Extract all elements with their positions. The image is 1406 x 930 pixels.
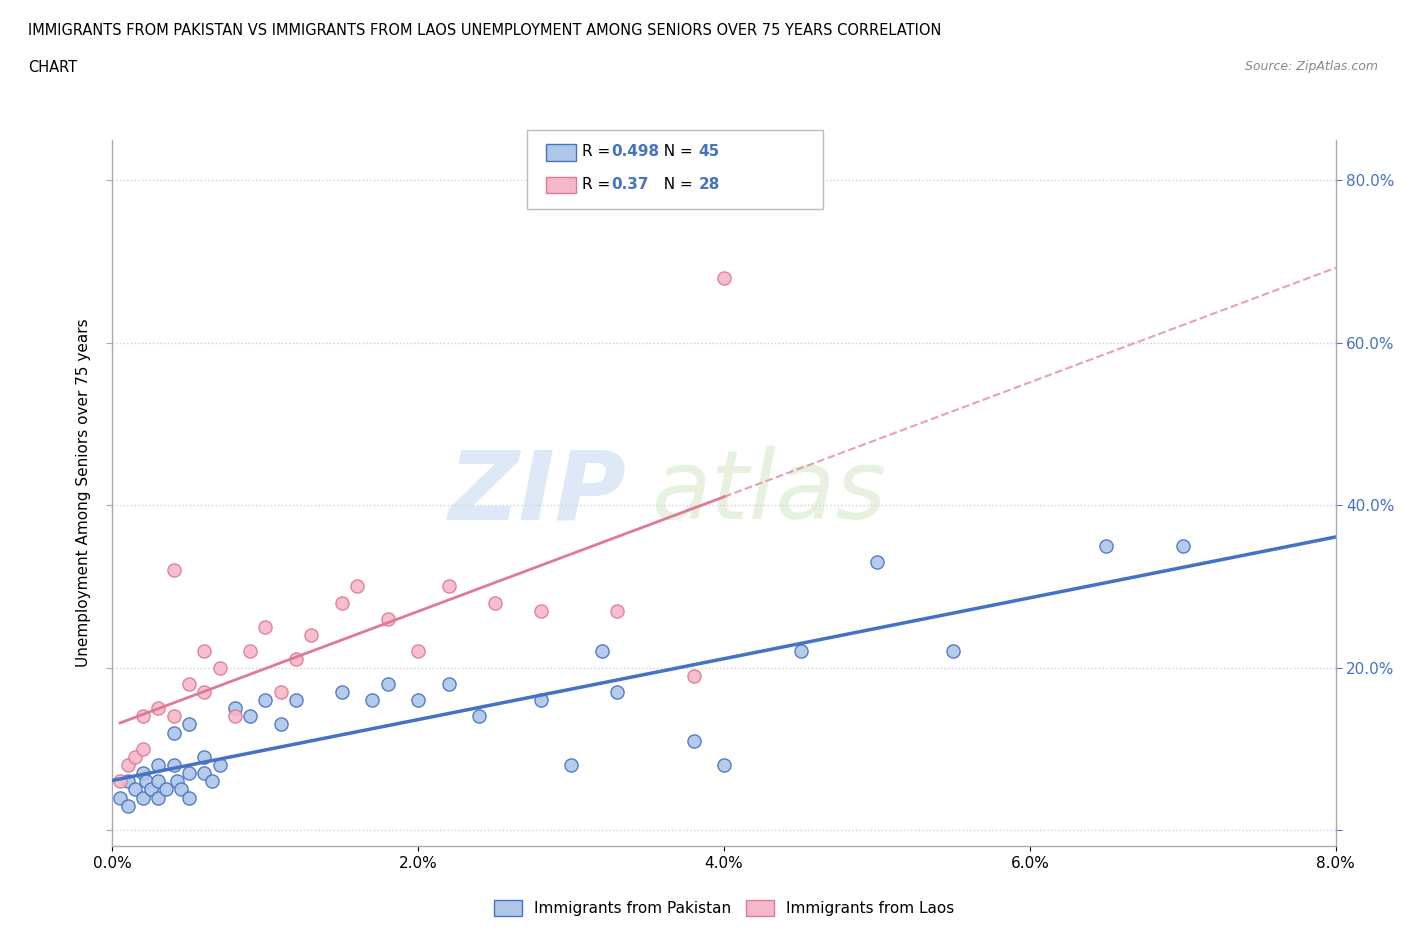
Point bbox=[117, 758, 139, 773]
Point bbox=[713, 758, 735, 773]
Point bbox=[239, 644, 262, 658]
Text: atlas: atlas bbox=[651, 446, 886, 539]
Text: 0.37: 0.37 bbox=[612, 177, 650, 192]
Point bbox=[866, 554, 889, 569]
Text: Source: ZipAtlas.com: Source: ZipAtlas.com bbox=[1244, 60, 1378, 73]
Text: R =: R = bbox=[582, 177, 616, 192]
Point bbox=[193, 765, 215, 780]
Point bbox=[284, 693, 308, 708]
Point bbox=[193, 684, 215, 699]
Point bbox=[484, 595, 506, 610]
Point bbox=[124, 750, 146, 764]
Point bbox=[377, 676, 399, 691]
Point bbox=[408, 644, 430, 658]
Point bbox=[132, 741, 155, 756]
Point bbox=[148, 700, 170, 715]
Point bbox=[155, 782, 177, 797]
Point bbox=[163, 563, 186, 578]
Point bbox=[560, 758, 582, 773]
Point bbox=[682, 669, 704, 684]
Text: CHART: CHART bbox=[28, 60, 77, 75]
Point bbox=[177, 676, 200, 691]
Point bbox=[682, 733, 704, 748]
Point bbox=[361, 693, 384, 708]
Point bbox=[437, 676, 460, 691]
Text: IMMIGRANTS FROM PAKISTAN VS IMMIGRANTS FROM LAOS UNEMPLOYMENT AMONG SENIORS OVER: IMMIGRANTS FROM PAKISTAN VS IMMIGRANTS F… bbox=[28, 23, 942, 38]
Point bbox=[529, 604, 551, 618]
Point bbox=[254, 619, 277, 634]
Point bbox=[591, 644, 613, 658]
Point bbox=[170, 782, 193, 797]
Point bbox=[346, 578, 368, 593]
Point bbox=[177, 765, 200, 780]
Point bbox=[377, 611, 399, 626]
Point bbox=[408, 693, 430, 708]
Point bbox=[1095, 538, 1118, 553]
Point bbox=[117, 774, 139, 789]
Point bbox=[468, 709, 491, 724]
Point bbox=[177, 790, 200, 805]
Point bbox=[606, 684, 628, 699]
Point bbox=[208, 758, 231, 773]
Point bbox=[254, 693, 277, 708]
Point bbox=[148, 774, 170, 789]
Text: N =: N = bbox=[654, 177, 697, 192]
Point bbox=[135, 774, 157, 789]
Point bbox=[163, 725, 186, 740]
Point bbox=[148, 790, 170, 805]
Point bbox=[132, 709, 155, 724]
Point bbox=[224, 700, 246, 715]
Point bbox=[789, 644, 811, 658]
Point bbox=[270, 684, 292, 699]
Point bbox=[224, 709, 246, 724]
Point bbox=[108, 774, 131, 789]
Point bbox=[166, 774, 188, 789]
Text: 28: 28 bbox=[699, 177, 720, 192]
Point bbox=[139, 782, 162, 797]
Point bbox=[330, 595, 353, 610]
Point bbox=[132, 790, 155, 805]
Point bbox=[1171, 538, 1194, 553]
Text: 0.498: 0.498 bbox=[612, 144, 659, 159]
Point bbox=[208, 660, 231, 675]
Legend: Immigrants from Pakistan, Immigrants from Laos: Immigrants from Pakistan, Immigrants fro… bbox=[494, 900, 955, 916]
Point bbox=[606, 604, 628, 618]
Point bbox=[132, 765, 155, 780]
Point bbox=[193, 750, 215, 764]
Text: N =: N = bbox=[654, 144, 697, 159]
Point bbox=[270, 717, 292, 732]
Text: R =: R = bbox=[582, 144, 616, 159]
Text: ZIP: ZIP bbox=[449, 446, 626, 539]
Point bbox=[942, 644, 965, 658]
Point bbox=[177, 717, 200, 732]
Point bbox=[239, 709, 262, 724]
Point bbox=[108, 790, 131, 805]
Point bbox=[437, 578, 460, 593]
Point bbox=[117, 798, 139, 813]
Point bbox=[529, 693, 551, 708]
Point bbox=[163, 709, 186, 724]
Point bbox=[193, 644, 215, 658]
Point bbox=[124, 782, 146, 797]
Point bbox=[284, 652, 308, 667]
Text: 45: 45 bbox=[699, 144, 720, 159]
Point bbox=[163, 758, 186, 773]
Point bbox=[713, 271, 735, 286]
Point bbox=[299, 628, 322, 643]
Point bbox=[330, 684, 353, 699]
Y-axis label: Unemployment Among Seniors over 75 years: Unemployment Among Seniors over 75 years bbox=[76, 319, 91, 667]
Point bbox=[201, 774, 224, 789]
Point bbox=[148, 758, 170, 773]
